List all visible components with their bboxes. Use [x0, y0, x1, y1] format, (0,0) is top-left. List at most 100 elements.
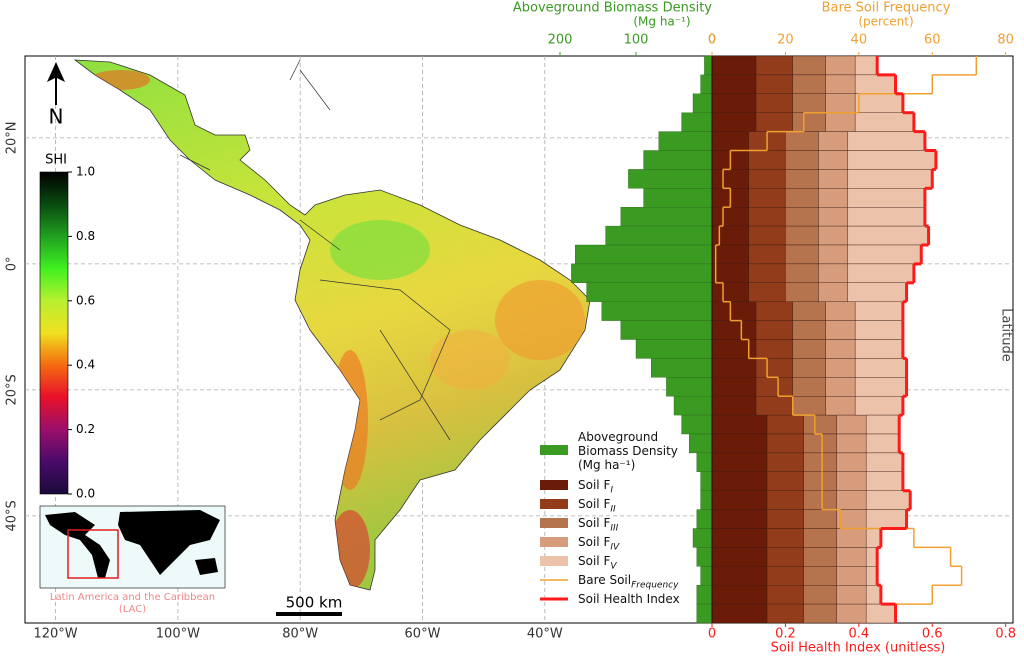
soil-fraction-bar: [711, 244, 749, 265]
colorbar-tick-label: 0.0: [76, 487, 95, 501]
soil-fraction-bar: [755, 112, 793, 132]
soil-fraction-bar: [865, 433, 900, 454]
soil-fraction-bar: [865, 490, 911, 510]
soil-fraction-bar: [818, 225, 849, 246]
soil-fraction-bar: [766, 547, 804, 567]
soil-fraction-bar: [803, 509, 838, 529]
inset-label: Latin America and the Caribbean (LAC): [49, 592, 216, 615]
legend-label: Soil F: [578, 497, 611, 511]
biomass-bar: [700, 74, 713, 95]
soil-fraction-bar: [836, 603, 867, 624]
soil-fraction-bar: [766, 490, 804, 510]
soil-fraction-bar: [755, 55, 793, 76]
soil-fraction-bar: [865, 603, 896, 624]
x-tick-label: 0.2: [775, 627, 796, 642]
soil-fraction-bar: [792, 396, 826, 416]
legend-entry: Soil Health Index: [578, 592, 680, 606]
soil-fraction-bar: [785, 206, 819, 227]
x2-tick-label: 200: [548, 33, 573, 48]
soil-fraction-bar: [854, 301, 904, 321]
soil-fraction-bar: [825, 320, 856, 340]
legend-subscript: Frequency: [631, 580, 679, 591]
biomass-bar: [628, 169, 713, 189]
soil-fraction-bar: [755, 358, 793, 378]
colorbar-tick-label: 1.0: [76, 165, 95, 179]
soil-fraction-bar: [711, 603, 768, 624]
biomass-bar: [575, 244, 713, 265]
soil-fraction-bar: [818, 188, 849, 208]
north-label: N: [49, 105, 64, 129]
x3-tick-label: 60: [924, 33, 941, 48]
soil-fraction-bar: [836, 585, 867, 605]
soil-fraction-bar: [803, 603, 838, 624]
soil-fraction-bar: [825, 396, 856, 416]
legend-subscript: I: [610, 485, 613, 496]
soil-fraction-bar: [748, 188, 786, 208]
soil-fraction-bar: [803, 471, 838, 491]
biomass-bar: [704, 55, 713, 76]
x2-title: Aboveground Biomass Density: [513, 1, 712, 16]
soil-fraction-bar: [785, 263, 819, 283]
soil-fraction-bar: [847, 150, 937, 170]
soil-fraction-bar: [836, 452, 867, 472]
soil-fraction-bar: [818, 131, 849, 151]
soil-fraction-bar: [711, 547, 768, 567]
biomass-bar: [643, 150, 713, 170]
soil-fraction-bar: [711, 566, 768, 586]
soil-fraction-bar: [865, 566, 878, 586]
soil-fraction-bar: [825, 301, 856, 321]
legend-entry: Aboveground Biomass Density (Mg ha⁻¹): [578, 430, 678, 472]
x3-unit: (percent): [858, 15, 913, 29]
soil-fraction-bar: [711, 282, 749, 302]
soil-fraction-bar: [854, 396, 904, 416]
soil-fraction-bar: [755, 301, 793, 321]
plot-frame: [24, 55, 1014, 624]
legend-label: Soil F: [578, 535, 611, 549]
soil-fraction-bar: [748, 244, 786, 265]
soil-fraction-bar: [854, 339, 904, 359]
x3-tick-label: 20: [777, 33, 794, 48]
biomass-bar: [696, 585, 713, 605]
colorbar: [39, 171, 69, 495]
soil-fraction-bar: [711, 490, 768, 510]
soil-fraction-bar: [818, 244, 849, 265]
soil-fraction-bar: [825, 377, 856, 397]
biomass-bar: [601, 301, 713, 321]
legend-label: Soil F: [578, 554, 611, 568]
soil-fraction-bar: [836, 414, 867, 435]
biomass-bar: [692, 93, 713, 113]
soil-fraction-bar: [825, 55, 856, 76]
soil-fraction-bar: [792, 377, 826, 397]
soil-fraction-bar: [803, 585, 838, 605]
biomass-bar: [700, 471, 713, 491]
soil-fraction-bar: [711, 169, 749, 189]
legend-label: Bare Soil: [578, 573, 632, 587]
x2-tick-label: 100: [624, 33, 649, 48]
x2-unit: (Mg ha⁻¹): [633, 15, 690, 29]
x-tick-label: 120°W: [33, 627, 77, 642]
biomass-bar: [620, 206, 713, 227]
soil-fraction-bar: [836, 490, 867, 510]
soil-fraction-bar: [865, 452, 904, 472]
soil-fraction-bar: [825, 93, 856, 113]
inset-map: [39, 505, 226, 589]
soil-fraction-bar: [711, 528, 768, 548]
legend-entry: Soil FI: [578, 478, 613, 497]
biomass-bar: [696, 547, 713, 567]
soil-fraction-bar: [711, 112, 757, 132]
soil-fraction-bar: [854, 320, 904, 340]
legend-entry: Soil FIII: [578, 516, 618, 535]
soil-fraction-bar: [836, 471, 867, 491]
soil-fraction-bar: [711, 206, 749, 227]
soil-fraction-bar: [755, 339, 793, 359]
legend-subscript: IV: [610, 542, 620, 553]
soil-fraction-bar: [766, 585, 804, 605]
soil-fraction-bar: [748, 206, 786, 227]
y-tick-label: 0°: [5, 257, 20, 272]
biomass-bar: [651, 358, 713, 378]
legend-swatch: [540, 537, 568, 547]
soil-fraction-bar: [711, 320, 757, 340]
soil-fraction-bar: [748, 169, 786, 189]
soil-fraction-bar: [785, 131, 819, 151]
